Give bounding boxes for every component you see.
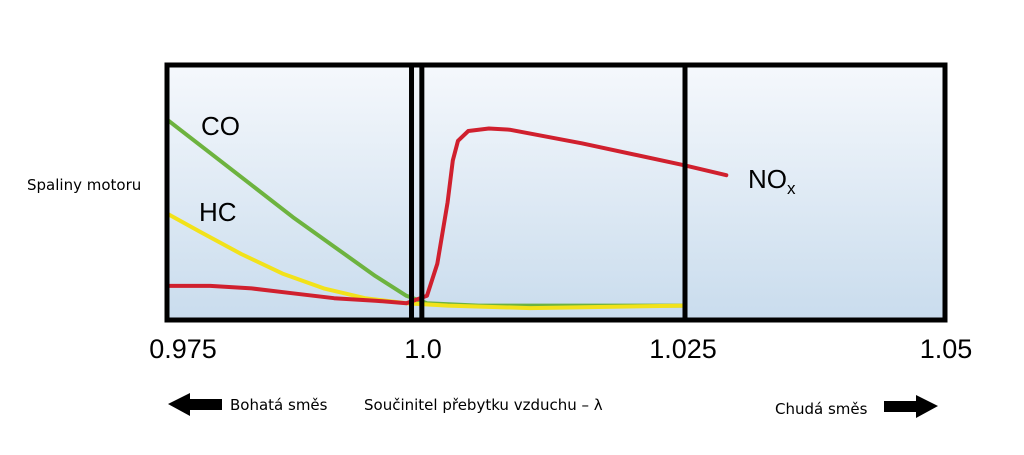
plot-area bbox=[167, 65, 945, 320]
x-tick-label: 0.975 bbox=[149, 334, 217, 364]
x-tick-label: 1.0 bbox=[404, 334, 442, 364]
series-label-nox-main: NO bbox=[748, 164, 787, 194]
series-line-nox bbox=[167, 126, 729, 306]
x-tick-label: 1.025 bbox=[649, 334, 717, 364]
series-line-hc bbox=[167, 212, 687, 311]
rich-mixture-label: Bohatá směs bbox=[230, 396, 328, 414]
x-axis-label: Součinitel přebytku vzduchu – λ bbox=[364, 396, 603, 414]
x-tick-label: 1.05 bbox=[919, 334, 973, 364]
series-label-co: CO bbox=[201, 111, 240, 141]
lean-mixture-label: Chudá směs bbox=[775, 400, 868, 418]
series-label-nox: NOx bbox=[748, 164, 796, 199]
series-label-hc: HC bbox=[199, 197, 237, 227]
y-axis-label: Spaliny motoru bbox=[27, 176, 142, 194]
plot-frame bbox=[164, 62, 948, 323]
series-label-nox-sub: x bbox=[787, 179, 796, 198]
arrow-right-icon bbox=[884, 395, 938, 418]
arrow-left-icon bbox=[168, 393, 222, 416]
